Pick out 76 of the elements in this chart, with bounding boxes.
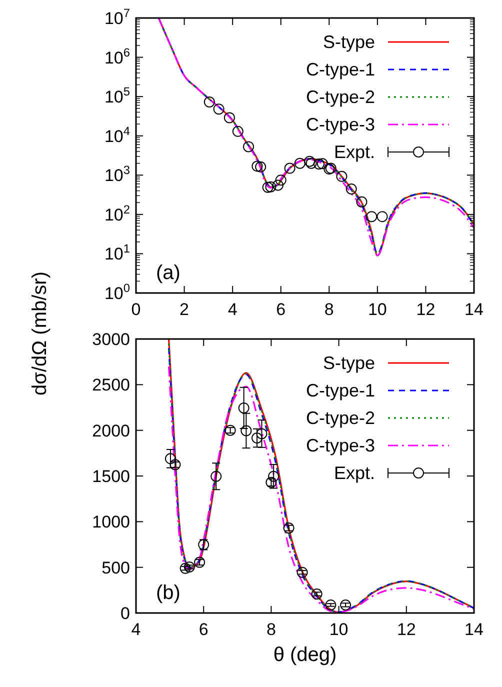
x-tick-label: 8 (266, 620, 276, 639)
y-tick-label: 1000 (92, 512, 130, 532)
point (316, 158, 328, 170)
x-tick-label: 14 (464, 300, 484, 319)
x-tick-label: 4 (131, 620, 141, 639)
y-tick-label: 2000 (92, 421, 130, 440)
x-axis-title: θ (deg) (273, 644, 337, 666)
point (255, 161, 266, 172)
x-tick-label: 2 (180, 300, 190, 319)
point (283, 522, 294, 534)
point (265, 181, 276, 192)
y-tick-label: 3000 (92, 330, 130, 349)
point (252, 160, 263, 172)
point (224, 424, 236, 436)
y-tick-label: 10$^{3}$ (104, 163, 130, 186)
legend-label: C-type-2 (306, 408, 375, 428)
point (356, 196, 368, 208)
legend-label: S-type (322, 353, 375, 373)
y-tick-label: 10$^{1}$ (104, 242, 130, 264)
x-tick-label: 12 (396, 620, 416, 639)
legend-label: C-type-1 (306, 60, 375, 80)
point (296, 566, 308, 578)
annotation: (a) (156, 262, 180, 284)
point (336, 170, 348, 182)
y-tick-label: 10$^{4}$ (104, 124, 130, 146)
point (262, 182, 274, 193)
point (272, 180, 284, 191)
x-tick-label: 6 (276, 300, 286, 319)
point (252, 432, 263, 444)
y-tick-label: 1500 (92, 467, 130, 486)
legend-label: Expt. (334, 142, 375, 162)
point (346, 183, 357, 194)
point (376, 211, 388, 222)
point (314, 158, 325, 170)
x-tick-label: 6 (198, 620, 208, 639)
y-tick-label: 10$^{7}$ (104, 6, 130, 28)
y-tick-label: 10$^{5}$ (104, 84, 130, 107)
point (325, 599, 336, 610)
point (238, 402, 250, 414)
x-tick-label: 12 (416, 300, 436, 319)
x-tick-label: 10 (329, 620, 348, 639)
annotation: (b) (156, 582, 180, 604)
y-axis-title: dσ/dΩ (mb/sr) (29, 272, 51, 396)
legend-label: C-type-3 (306, 436, 375, 456)
y-tick-label: 10$^{0}$ (104, 281, 130, 303)
point (213, 104, 224, 115)
x-tick-label: 14 (464, 620, 484, 639)
point (311, 588, 322, 600)
point (164, 453, 176, 464)
x-tick-label: 8 (324, 300, 334, 319)
point (284, 162, 296, 174)
legend-label: C-type-2 (306, 87, 375, 107)
legend-label: C-type-3 (306, 114, 375, 134)
point (256, 428, 268, 440)
y-tick-label: 0 (120, 604, 130, 623)
legend-label: C-type-1 (306, 380, 375, 400)
point (275, 174, 286, 186)
point (340, 599, 352, 610)
y-tick-label: 2500 (92, 376, 130, 395)
point (268, 470, 280, 482)
point (232, 126, 244, 137)
x-tick-label: 10 (368, 300, 387, 319)
legend-label: Expt. (334, 463, 375, 483)
point (243, 141, 254, 152)
y-tick-label: 10$^{2}$ (104, 202, 130, 224)
point (240, 425, 252, 436)
x-tick-label: 4 (228, 300, 238, 319)
point (224, 112, 235, 124)
point (180, 562, 191, 574)
point (366, 211, 378, 222)
point (210, 470, 222, 482)
point (294, 158, 306, 169)
y-tick-label: 10$^{6}$ (104, 45, 130, 68)
legend-label: S-type (322, 32, 375, 52)
y-tick-label: 500 (102, 558, 130, 578)
point (204, 96, 215, 108)
